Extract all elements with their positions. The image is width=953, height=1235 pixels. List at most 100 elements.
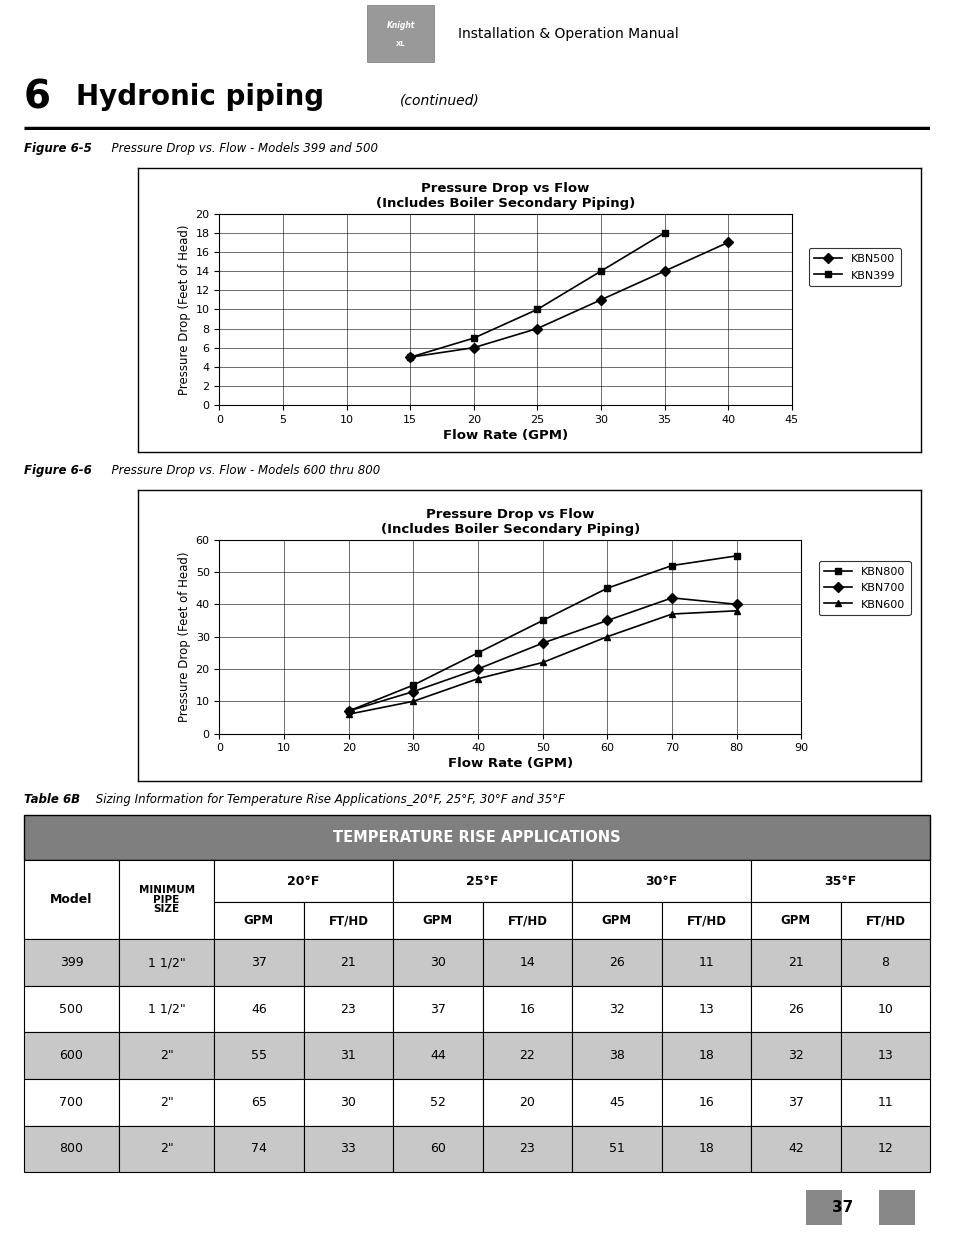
Bar: [24, 861, 929, 902]
Bar: [119, 1032, 213, 1079]
Bar: [840, 1079, 929, 1125]
Text: 20°F: 20°F: [287, 874, 319, 888]
Text: Figure 6-5: Figure 6-5: [24, 142, 91, 154]
Text: Knight: Knight: [386, 21, 415, 31]
Bar: [24, 861, 119, 940]
Text: (continued): (continued): [399, 93, 479, 107]
Title: Pressure Drop vs Flow
(Includes Boiler Secondary Piping): Pressure Drop vs Flow (Includes Boiler S…: [375, 182, 635, 210]
Text: 2": 2": [159, 1142, 173, 1156]
Bar: [482, 1032, 572, 1079]
Bar: [24, 815, 929, 861]
Text: 37: 37: [787, 1095, 803, 1109]
Text: 26: 26: [608, 956, 624, 969]
Bar: [840, 940, 929, 986]
Y-axis label: Pressure Drop (Feet of Head): Pressure Drop (Feet of Head): [178, 224, 192, 395]
Text: 13: 13: [877, 1050, 892, 1062]
KBN800: [472, 646, 483, 661]
Text: 21: 21: [340, 956, 355, 969]
Text: XL: XL: [395, 41, 405, 47]
X-axis label: Flow Rate (GPM): Flow Rate (GPM): [447, 757, 573, 771]
Line: KBN500: KBN500: [406, 238, 731, 361]
Text: 18: 18: [698, 1142, 714, 1156]
Bar: [482, 940, 572, 986]
Text: 45: 45: [608, 1095, 624, 1109]
KBN500: [404, 350, 416, 364]
Y-axis label: Pressure Drop (Feet of Head): Pressure Drop (Feet of Head): [178, 551, 192, 722]
KBN399: [468, 331, 479, 346]
Bar: [840, 902, 929, 940]
Text: 46: 46: [251, 1003, 267, 1015]
Bar: [303, 986, 393, 1032]
Bar: [661, 1079, 750, 1125]
Text: FT/HD: FT/HD: [507, 914, 547, 927]
Bar: [482, 902, 572, 940]
Text: 800: 800: [59, 1142, 83, 1156]
Text: FT/HD: FT/HD: [328, 914, 368, 927]
KBN700: [343, 704, 355, 719]
Bar: [393, 861, 572, 902]
Bar: [840, 1032, 929, 1079]
KBN399: [531, 301, 542, 316]
Bar: [213, 1125, 303, 1172]
Bar: [661, 1125, 750, 1172]
Bar: [24, 940, 119, 986]
Text: 23: 23: [340, 1003, 355, 1015]
KBN500: [595, 293, 606, 308]
Bar: [482, 1125, 572, 1172]
KBN399: [404, 350, 416, 364]
Text: 30°F: 30°F: [645, 874, 677, 888]
Text: 25°F: 25°F: [466, 874, 498, 888]
Bar: [213, 902, 303, 940]
KBN700: [407, 684, 418, 699]
Bar: [24, 986, 119, 1032]
KBN600: [730, 604, 741, 619]
Bar: [572, 861, 750, 902]
Bar: [213, 1079, 303, 1125]
Text: 16: 16: [698, 1095, 714, 1109]
Text: 38: 38: [608, 1050, 624, 1062]
KBN500: [468, 340, 479, 356]
Bar: [213, 940, 303, 986]
Text: 6: 6: [24, 78, 51, 116]
Text: 37: 37: [251, 956, 267, 969]
KBN600: [407, 694, 418, 709]
KBN800: [601, 580, 613, 595]
KBN600: [601, 630, 613, 645]
KBN800: [343, 704, 355, 719]
KBN600: [472, 672, 483, 687]
Text: 11: 11: [877, 1095, 892, 1109]
KBN800: [537, 613, 548, 627]
Text: TEMPERATURE RISE APPLICATIONS: TEMPERATURE RISE APPLICATIONS: [333, 830, 620, 845]
Text: 30: 30: [340, 1095, 356, 1109]
Bar: [213, 986, 303, 1032]
Bar: [661, 902, 750, 940]
Text: 1 1/2": 1 1/2": [148, 956, 185, 969]
Line: KBN600: KBN600: [345, 608, 740, 718]
Bar: [572, 1032, 661, 1079]
KBN800: [730, 548, 741, 563]
Text: GPM: GPM: [601, 914, 631, 927]
Bar: [878, 1191, 914, 1225]
Bar: [119, 861, 213, 940]
KBN600: [537, 655, 548, 669]
Text: 600: 600: [59, 1050, 83, 1062]
Text: 37: 37: [831, 1199, 852, 1215]
Text: 8: 8: [881, 956, 888, 969]
Text: Pressure Drop vs. Flow - Models 600 thru 800: Pressure Drop vs. Flow - Models 600 thru…: [104, 464, 379, 477]
Text: 65: 65: [251, 1095, 267, 1109]
Text: 700: 700: [59, 1095, 83, 1109]
Bar: [750, 986, 840, 1032]
Text: 12: 12: [877, 1142, 892, 1156]
Text: 18: 18: [698, 1050, 714, 1062]
Text: Figure 6-6: Figure 6-6: [24, 464, 91, 477]
Text: FT/HD: FT/HD: [864, 914, 904, 927]
Title: Pressure Drop vs Flow
(Includes Boiler Secondary Piping): Pressure Drop vs Flow (Includes Boiler S…: [380, 508, 639, 536]
KBN399: [659, 225, 670, 240]
Text: 16: 16: [519, 1003, 535, 1015]
Bar: [119, 940, 213, 986]
Bar: [393, 1032, 482, 1079]
Text: 32: 32: [608, 1003, 624, 1015]
Bar: [750, 861, 929, 902]
Bar: [119, 986, 213, 1032]
KBN700: [472, 662, 483, 677]
